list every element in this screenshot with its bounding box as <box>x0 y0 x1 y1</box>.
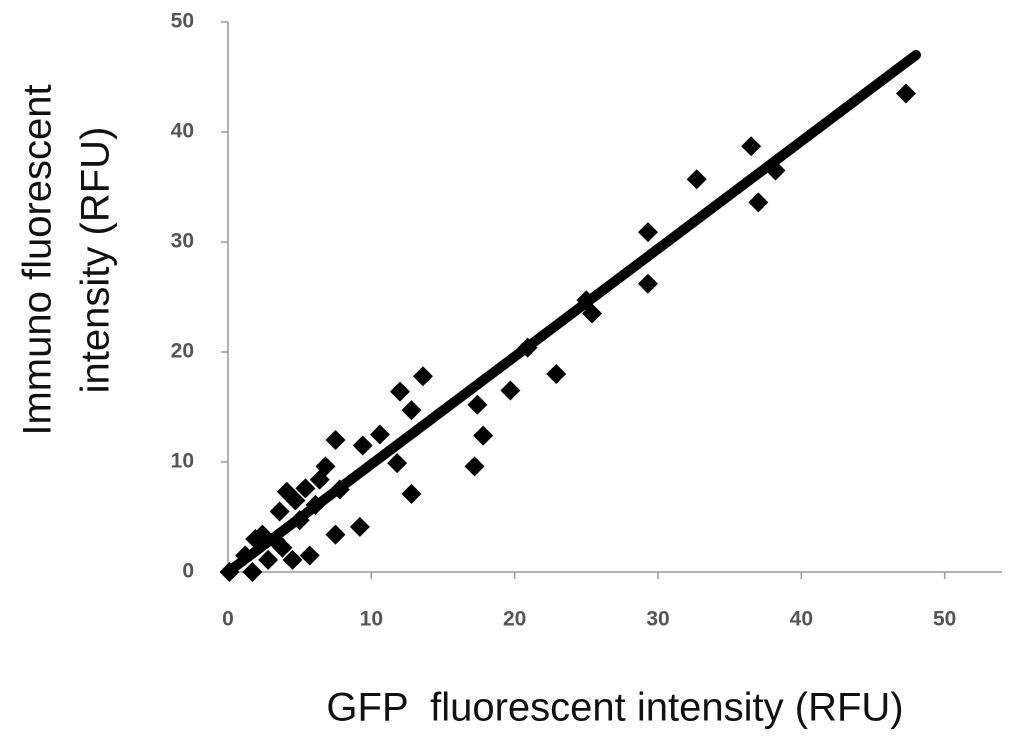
point <box>546 364 567 384</box>
point <box>390 381 410 402</box>
point <box>276 481 297 502</box>
point <box>473 425 494 446</box>
x-axis-label: GFP fluorescent intensity (RFU) <box>326 686 903 730</box>
point <box>325 524 346 545</box>
x-tick-label: 10 <box>360 608 383 631</box>
point <box>242 562 263 582</box>
point <box>741 136 762 157</box>
point <box>369 424 390 445</box>
y-tick-label: 50 <box>171 10 194 33</box>
x-tick-label: 50 <box>933 608 956 631</box>
point <box>299 545 320 566</box>
point <box>349 516 370 537</box>
point <box>272 537 293 558</box>
point <box>895 83 916 104</box>
x-tick-label: 30 <box>646 608 669 631</box>
point <box>325 430 346 450</box>
point <box>258 549 279 570</box>
point <box>686 169 707 190</box>
point <box>748 192 769 213</box>
point <box>282 549 303 570</box>
point <box>401 400 422 421</box>
x-tick-label: 40 <box>790 608 813 631</box>
y-tick-label: 30 <box>171 230 194 253</box>
point <box>467 394 488 415</box>
trend-line <box>223 50 921 577</box>
point <box>464 456 485 477</box>
y-tick-label: 20 <box>171 340 194 363</box>
x-tick-label: 20 <box>503 608 526 631</box>
y-tick-label: 0 <box>182 560 194 583</box>
point <box>387 453 408 474</box>
point <box>269 501 290 522</box>
y-tick-label: 10 <box>171 450 194 473</box>
point <box>412 366 433 387</box>
point <box>401 483 422 504</box>
point <box>637 222 658 243</box>
point <box>352 435 373 456</box>
point <box>637 273 658 294</box>
y-tick-label: 40 <box>171 120 194 143</box>
x-tick-label: 0 <box>222 608 234 631</box>
point <box>309 469 330 490</box>
y-axis-label: Immuno fluorescent <box>16 84 60 435</box>
point <box>500 380 521 401</box>
y-axis-label: intensity (RFU) <box>74 127 118 394</box>
point <box>295 478 316 499</box>
